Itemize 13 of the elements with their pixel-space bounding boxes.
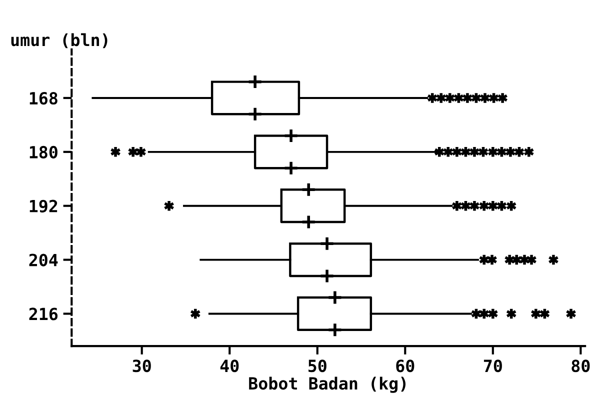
y-tick-label: 204 — [29, 254, 58, 266]
x-axis-title: Bobot Badan (kg) — [249, 376, 406, 393]
y-tick-label: 192 — [30, 200, 58, 212]
x-tick-label: 30 — [132, 360, 151, 372]
x-tick-label: 70 — [484, 360, 502, 372]
y-tick-label: 216 — [29, 308, 58, 320]
y-axis-title: umur (bln) — [11, 33, 108, 48]
x-tick-label: 50 — [308, 360, 326, 372]
y-tick-label: 168 — [30, 92, 58, 105]
x-tick-label: 80 — [572, 360, 590, 372]
x-tick-label: 60 — [396, 360, 414, 372]
x-tick-label: 40 — [220, 360, 239, 372]
y-tick-label: 180 — [30, 146, 58, 158]
